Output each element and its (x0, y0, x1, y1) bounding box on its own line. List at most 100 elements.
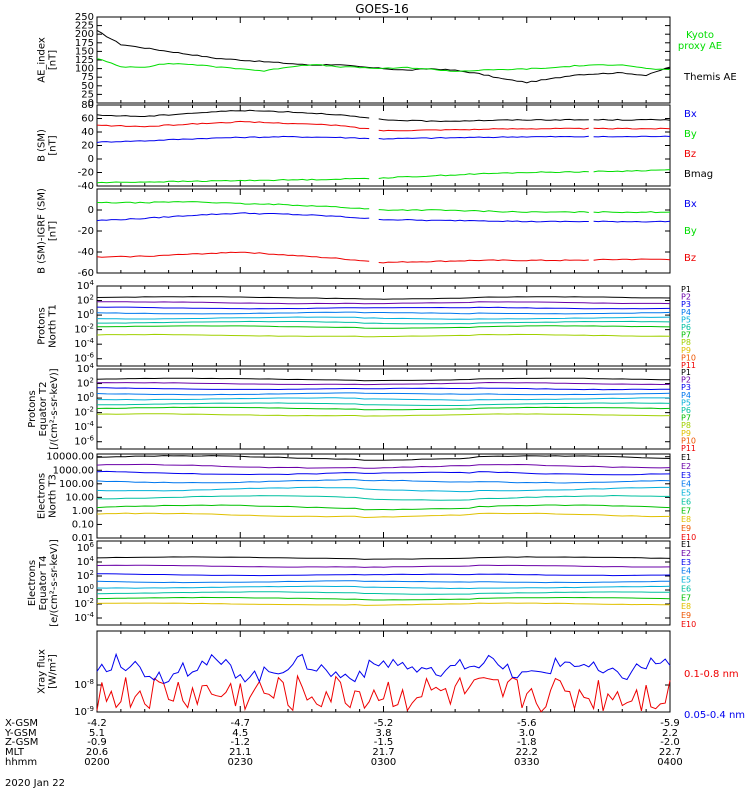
legend-e3: E3 (681, 471, 691, 480)
legend-p11: P11 (681, 444, 696, 453)
date-label: 2020 Jan 22 (5, 778, 65, 789)
legend-themis-ae: Themis AE (683, 72, 737, 83)
footer-value: 3.8 (376, 728, 392, 739)
legend-e6: E6 (681, 497, 691, 506)
legend-xray-long: 0.1-0.8 nm (684, 669, 739, 680)
footer-value: -0.9 (87, 737, 107, 748)
y-axis-label-line: Electrons (27, 560, 38, 606)
series-line-bx (96, 135, 671, 143)
legend-bmag: Bmag (684, 169, 713, 180)
flux-channel-line (96, 316, 671, 320)
legend-p6: P6 (681, 406, 691, 415)
y-tick-label: 40 (81, 127, 94, 138)
flux-channel-line (96, 406, 671, 411)
tick-exp: 0 (90, 391, 94, 399)
y-axis-label-line: [W/m²] (48, 654, 59, 689)
tick-exp: 2 (90, 294, 94, 302)
flux-channel-line (96, 580, 671, 584)
y-tick-label: 106 (77, 541, 95, 554)
legend-e2: E2 (681, 462, 691, 471)
legend-p6: P6 (681, 323, 691, 332)
legend-e8: E8 (681, 602, 691, 611)
legend-bx: Bx (684, 199, 697, 210)
tick-base: 10 (77, 281, 90, 292)
y-tick-label: 100.00 (59, 479, 94, 490)
footer-value: 22.7 (659, 747, 681, 758)
series-line-bmag (96, 109, 671, 123)
y-tick-label: 150 (75, 46, 94, 57)
legend-p1: P1 (681, 285, 691, 294)
tick-exp: 4 (90, 279, 95, 287)
tick-base: 10 (77, 557, 90, 568)
footer-value: 3.0 (519, 728, 535, 739)
y-axis-label: Protons Equator T2 [/(cm²-s-sr-keV)] (27, 368, 60, 449)
panel-5: Protons Equator T2 [/(cm²-s-sr-keV)] 10 -6 10… (27, 362, 696, 453)
flux-channel-line (96, 478, 671, 484)
y-tick-label: 102 (77, 377, 94, 390)
flux-channel-line (96, 463, 671, 469)
panel-frame (96, 104, 671, 187)
y-tick-label: 102 (77, 294, 94, 307)
legend-kyoto-proxy-ae: Kyoto (686, 30, 714, 41)
footer-value: 0330 (514, 757, 539, 768)
legend-p8: P8 (681, 338, 691, 347)
y-axis-label-line: [e/(cm²-s-sr-keV)] (49, 539, 60, 627)
tick-exp: 4 (90, 555, 95, 563)
y-tick-label: -60 (78, 268, 94, 279)
footer-value: -5.6 (517, 718, 537, 729)
y-tick-label: 60 (81, 114, 94, 125)
tick-base: 10 (74, 408, 87, 419)
y-tick-label: 10.00 (65, 492, 94, 503)
tick-exp: 0 (90, 308, 94, 316)
flux-channel-line (96, 296, 671, 300)
tick-exp: 2 (90, 569, 94, 577)
legend-e4: E4 (681, 480, 691, 489)
y-axis-label-line: [nT] (48, 135, 59, 155)
legend-e2: E2 (681, 549, 691, 558)
flux-channel-line (96, 455, 671, 461)
tick-exp: -6 (87, 435, 95, 443)
footer-value: 0230 (228, 757, 253, 768)
y-axis-label-line: Equator T2 (38, 382, 49, 437)
flux-channel-line (96, 573, 671, 577)
flux-channel-line (96, 333, 671, 338)
legend-e1: E1 (681, 540, 691, 549)
y-axis-label-line: B (SM) (37, 129, 48, 162)
legend-p2: P2 (681, 376, 691, 385)
tick-base: 10 (74, 613, 87, 624)
y-tick-label: 10-4 (74, 420, 94, 433)
y-tick-label: 10-2 (74, 323, 94, 336)
tick-base: 10 (74, 354, 87, 365)
y-tick-label: 10-9 (74, 705, 94, 718)
legend-e4: E4 (681, 567, 691, 576)
legend-p9: P9 (681, 346, 691, 355)
footer-value: 4.5 (232, 728, 248, 739)
y-tick-label: 20 (81, 141, 94, 152)
footer-value: 0400 (657, 757, 682, 768)
y-tick-label: 0 (88, 205, 94, 216)
legend-p5: P5 (681, 398, 691, 407)
footer-value: 0200 (84, 757, 109, 768)
legend-by: By (684, 226, 697, 237)
tick-base: 10 (77, 296, 90, 307)
legend-p2: P2 (681, 293, 691, 302)
series-line-bx (96, 212, 671, 223)
y-tick-label: 10-8 (74, 678, 94, 691)
y-tick-label: 0.01 (72, 533, 94, 544)
tick-exp: 0 (90, 583, 94, 591)
tick-exp: -8 (87, 678, 94, 686)
flux-channel-line (96, 311, 671, 315)
tick-exp: -4 (87, 420, 95, 428)
footer-value: -5.9 (660, 718, 680, 729)
legend-e10: E10 (681, 533, 696, 542)
legend-bz: Bz (684, 149, 696, 160)
tick-exp: 4 (90, 362, 95, 370)
y-axis-label: B (SM)-IGRF (SM) [nT] (37, 188, 59, 274)
flux-channel-line (96, 596, 671, 601)
legend-p8: P8 (681, 421, 691, 430)
y-tick-label: 104 (77, 362, 95, 375)
flux-channel-line (96, 564, 671, 568)
tick-base: 10 (77, 585, 90, 596)
series-line-by (96, 169, 671, 184)
